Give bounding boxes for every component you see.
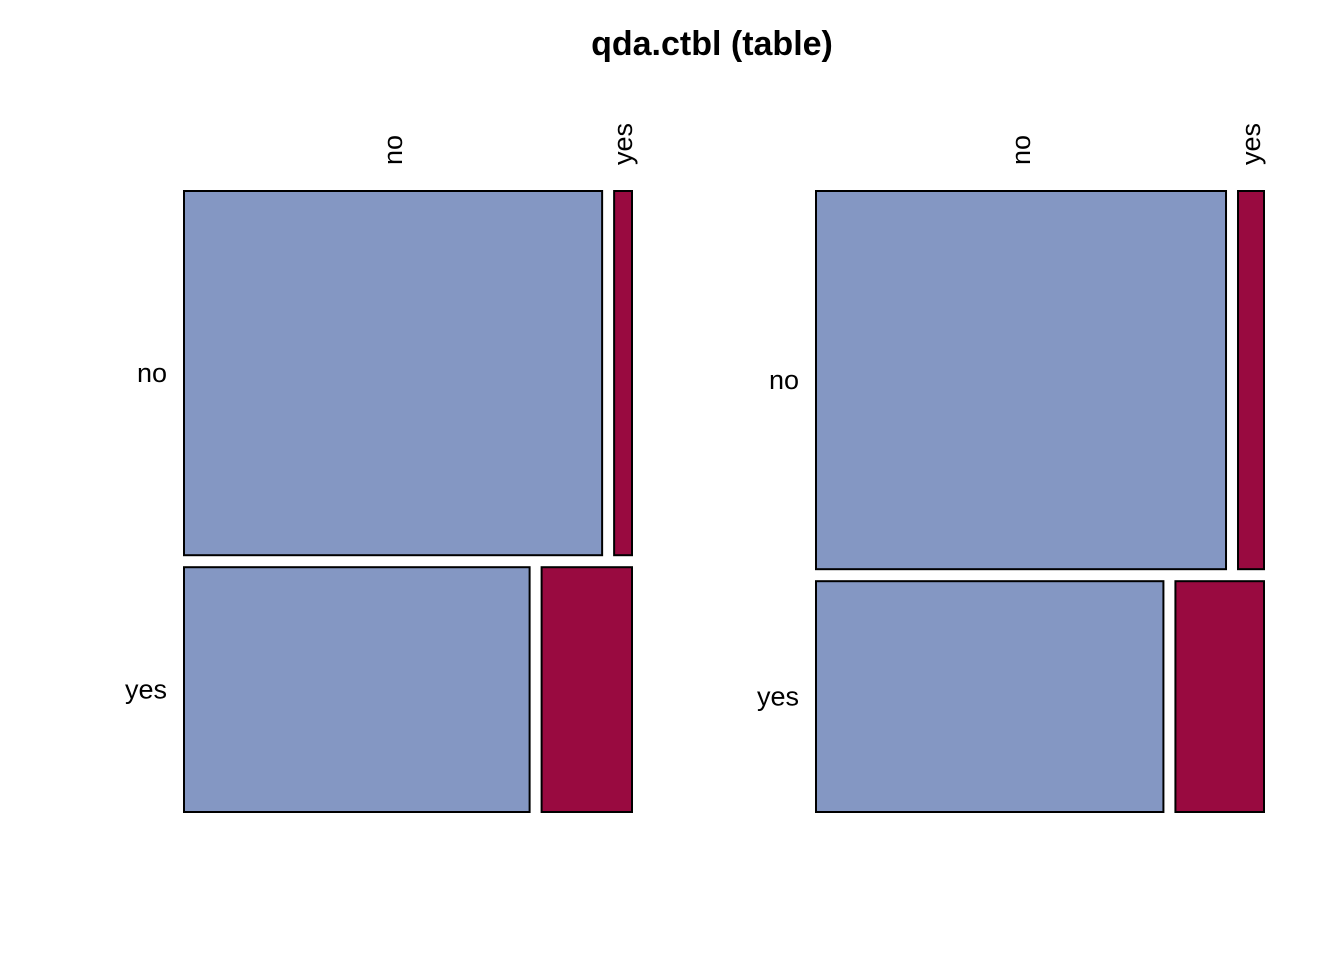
mosaic-panel-left: no yes no yes — [125, 123, 638, 814]
row-label-no: no — [137, 358, 167, 388]
col-label-no: no — [1006, 135, 1036, 165]
mosaic-cell-no-no — [183, 190, 604, 557]
col-label-yes: yes — [1236, 123, 1266, 165]
mosaic-cell-no-no — [815, 190, 1228, 571]
chart-title: qda.ctbl (table) — [591, 25, 833, 63]
col-label-no: no — [378, 135, 408, 165]
mosaic-cell-no-yes — [1237, 190, 1266, 571]
mosaic-panel-right: no yes no yes — [757, 123, 1266, 813]
mosaic-cell-yes-no — [815, 580, 1165, 813]
col-label-yes: yes — [608, 123, 638, 165]
mosaic-cell-yes-no — [183, 566, 531, 814]
row-label-no: no — [769, 365, 799, 395]
mosaic-cell-yes-yes — [1174, 580, 1266, 813]
mosaic-cell-yes-yes — [540, 566, 633, 814]
mosaic-cell-no-yes — [613, 190, 634, 557]
row-label-yes: yes — [125, 675, 167, 705]
row-label-yes: yes — [757, 682, 799, 712]
